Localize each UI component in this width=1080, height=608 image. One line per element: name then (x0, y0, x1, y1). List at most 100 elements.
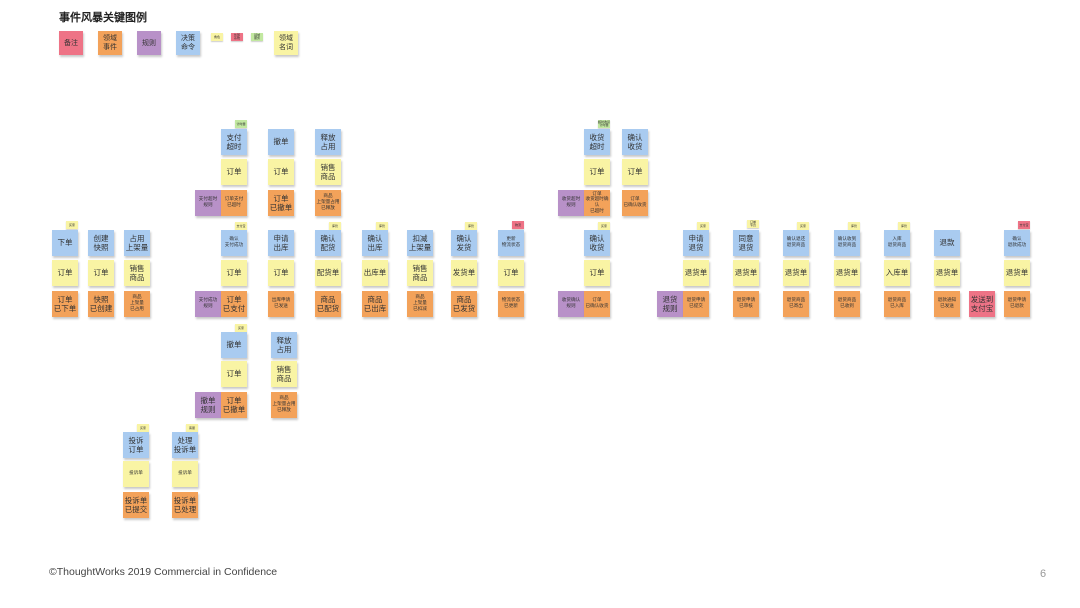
command-sticky: 更新 物流状态 (498, 230, 524, 256)
noun-sticky: 出库单 (362, 260, 388, 286)
role-sticky: 计时器 (235, 120, 247, 128)
command-sticky: 扣减 上架量 (407, 230, 433, 256)
role-sticky: 库管 (898, 222, 910, 230)
event-sticky: 出库申请 已发送 (268, 291, 294, 317)
legend-domain-service-sticky: 领域 服务 (251, 33, 263, 41)
event-sticky: 商品 已发货 (451, 291, 477, 317)
external-system-sticky: 发送到 支付宝 (969, 291, 995, 317)
event-sticky: 商品 上架量占用 已释放 (271, 392, 297, 418)
external-system-sticky: 物流 (512, 221, 524, 229)
noun-sticky: 退货单 (834, 260, 860, 286)
footer-copyright: ©ThoughtWorks 2019 Commercial in Confide… (49, 566, 278, 578)
event-sticky: 退货商品 已收到 (834, 291, 860, 317)
command-sticky: 入库 退货商品 (884, 230, 910, 256)
role-sticky: 库管 (465, 222, 477, 230)
event-sticky: 投诉单 已处理 (172, 492, 198, 518)
role-sticky: 超时收货 计时器 (598, 120, 611, 128)
command-sticky: 释放 占用 (271, 332, 297, 358)
command-sticky: 退款 (934, 230, 960, 256)
rule-sticky: 撤单 规则 (195, 392, 221, 418)
rule-sticky: 退货 规则 (657, 291, 683, 317)
role-sticky: 买家 (137, 424, 149, 432)
noun-sticky: 入库单 (884, 260, 910, 286)
noun-sticky: 投诉单 (172, 461, 198, 487)
legend-role-sticky: 角色 (211, 33, 223, 41)
legend-domain-event-sticky: 领域 事件 (98, 31, 122, 55)
command-sticky: 收货 超时 (584, 129, 610, 155)
event-sticky: 物流状态 已更新 (498, 291, 524, 317)
event-sticky: 订单 已确认收货 (584, 291, 610, 317)
noun-sticky: 销售 商品 (124, 260, 150, 286)
role-sticky: 买家 (797, 222, 809, 230)
noun-sticky: 销售 商品 (315, 159, 341, 185)
external-system-sticky: 支付宝 (1018, 221, 1030, 229)
noun-sticky: 订单 (221, 361, 247, 387)
noun-sticky: 退货单 (783, 260, 809, 286)
event-sticky: 商品 上架量占用 已释放 (315, 190, 341, 216)
noun-sticky: 订单 (622, 159, 648, 185)
noun-sticky: 销售 商品 (407, 260, 433, 286)
noun-sticky: 订单 (584, 159, 610, 185)
noun-sticky: 配货单 (315, 260, 341, 286)
role-sticky: 库管 (848, 222, 860, 230)
legend-note-sticky: 备注 (59, 31, 83, 55)
role-sticky: 支付宝 (235, 222, 247, 230)
rule-sticky: 收货确认 规则 (558, 291, 584, 317)
noun-sticky: 退货单 (683, 260, 709, 286)
legend-external-system-sticky: 外部 系统 (231, 33, 243, 41)
role-sticky: 买家 (598, 222, 610, 230)
legend-command-sticky: 决策 命令 (176, 31, 200, 55)
noun-sticky: 退货单 (934, 260, 960, 286)
command-sticky: 投诉 订单 (123, 432, 149, 458)
event-sticky: 订单支付 已超时 (221, 190, 247, 216)
event-sticky: 商品 上架量 已占用 (124, 291, 150, 317)
event-sticky: 订单 已确认收货 (622, 190, 648, 216)
event-sticky: 退货商品 已入库 (884, 291, 910, 317)
command-sticky: 撤单 (221, 332, 247, 358)
command-sticky: 撤单 (268, 129, 294, 155)
command-sticky: 申请 出库 (268, 230, 294, 256)
command-sticky: 申请 退货 (683, 230, 709, 256)
command-sticky: 确认退还 退货商品 (783, 230, 809, 256)
command-sticky: 同意 退货 (733, 230, 759, 256)
noun-sticky: 投诉单 (123, 461, 149, 487)
legend-domain-noun-sticky: 领域 名词 (274, 31, 298, 55)
event-sticky: 退货申请 已提交 (683, 291, 709, 317)
noun-sticky: 退货单 (733, 260, 759, 286)
page-title: 事件风暴关键图例 (59, 11, 147, 24)
command-sticky: 确认 发货 (451, 230, 477, 256)
command-sticky: 占用 上架量 (124, 230, 150, 256)
event-sticky: 快照 已创建 (88, 291, 114, 317)
command-sticky: 确认 收货 (622, 129, 648, 155)
command-sticky: 创建 快照 (88, 230, 114, 256)
command-sticky: 确认 收货 (584, 230, 610, 256)
role-sticky: 库管 (329, 222, 341, 230)
command-sticky: 处理 投诉单 (172, 432, 198, 458)
event-sticky: 订单 已支付 (221, 291, 247, 317)
command-sticky: 确认 退款成功 (1004, 230, 1030, 256)
event-sticky: 订单 收货超时确认 已超时 (584, 190, 610, 216)
event-sticky: 订单 已撤单 (268, 190, 294, 216)
event-sticky: 商品 已出库 (362, 291, 388, 317)
noun-sticky: 订单 (221, 159, 247, 185)
rule-sticky: 收货超时 规则 (558, 190, 584, 216)
role-sticky: 订单 专员 (747, 220, 759, 228)
event-sticky: 投诉单 已提交 (123, 492, 149, 518)
event-sticky: 退货商品 已寄出 (783, 291, 809, 317)
command-sticky: 释放 占用 (315, 129, 341, 155)
event-sticky: 商品 已配货 (315, 291, 341, 317)
command-sticky: 确认 支付成功 (221, 230, 247, 256)
noun-sticky: 订单 (584, 260, 610, 286)
noun-sticky: 销售 商品 (271, 361, 297, 387)
command-sticky: 确认收到 退货商品 (834, 230, 860, 256)
event-sticky: 订单 已撤单 (221, 392, 247, 418)
legend-rule-sticky: 规则 (137, 31, 161, 55)
rule-sticky: 支付超时 规则 (195, 190, 221, 216)
role-sticky: 买家 (66, 221, 78, 229)
noun-sticky: 发货单 (451, 260, 477, 286)
role-sticky: 客服 (186, 424, 198, 432)
rule-sticky: 支付成功 规则 (195, 291, 221, 317)
noun-sticky: 订单 (221, 260, 247, 286)
noun-sticky: 订单 (268, 159, 294, 185)
event-sticky: 退货申请 已审核 (733, 291, 759, 317)
